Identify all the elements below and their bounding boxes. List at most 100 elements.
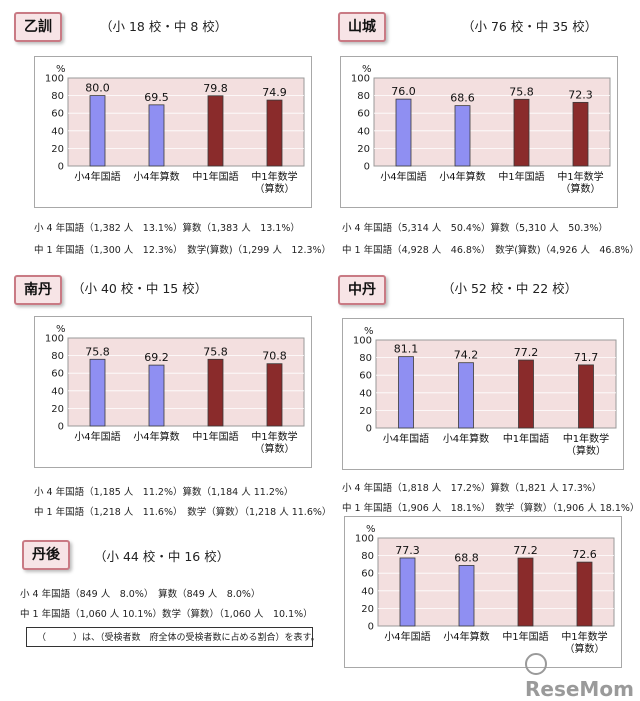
x-tick-label: 小4年国語 xyxy=(74,430,120,443)
x-tick-label: 中1年数学 xyxy=(251,430,297,443)
y-tick-label: 0 xyxy=(364,162,370,173)
data-label: 80.0 xyxy=(85,82,110,95)
bar xyxy=(578,364,594,429)
x-tick-label: 小4年国語 xyxy=(380,170,426,183)
bar xyxy=(266,363,283,427)
data-label: 69.5 xyxy=(144,91,169,104)
y-tick-label: 80 xyxy=(359,353,372,364)
y-tick-label: 60 xyxy=(359,371,372,382)
x-tick-label: 中1年国語 xyxy=(192,170,238,183)
y-tick-label: 40 xyxy=(359,388,372,399)
chart-tango: 0 20 40 60 80 100% 77.3 小4年国語 68.8 小4年算数 77.2 中1年国語… xyxy=(344,516,622,668)
data-label: 77.2 xyxy=(513,544,538,557)
bar xyxy=(517,557,534,627)
stat-elementary-tango: 小 4 年国語（849 人 8.0%） 算数（849 人 8.0%） xyxy=(20,589,261,600)
x-tick-label: 小4年算数 xyxy=(443,432,489,445)
data-label: 74.2 xyxy=(454,349,479,362)
x-tick-label: 小4年算数 xyxy=(133,430,179,443)
school-counts-yamashiro: （小 76 校・中 35 校） xyxy=(462,19,598,34)
region-badge-nantan: 南丹 xyxy=(14,275,62,305)
x-tick-label: 中1年国語 xyxy=(498,170,544,183)
bar xyxy=(572,101,589,167)
data-label: 72.6 xyxy=(572,548,597,561)
stat-elementary-yamashiro: 小 4 年国語（5,314 人 50.4%）算数（5,310 人 50.3%） xyxy=(342,223,608,234)
resemom-logo: ReseMom xyxy=(525,653,640,701)
y-tick-label: 80 xyxy=(51,351,64,362)
x-tick-label: 中1年数学 xyxy=(251,170,297,183)
y-tick-label: 0 xyxy=(366,424,372,435)
resemom-logo-icon xyxy=(525,653,547,675)
data-label: 74.9 xyxy=(262,86,287,99)
bar xyxy=(458,565,475,627)
stat-junior-yamashiro: 中 1 年国語（4,928 人 46.8%） 数学(算数)（4,926 人 46… xyxy=(342,245,640,256)
y-tick-label: 80 xyxy=(357,91,370,102)
legend-note: （ ）は、（受検者数 府全体の受検者数に占める割合）を表す。 xyxy=(26,627,320,647)
school-counts-tango: （小 44 校・中 16 校） xyxy=(94,549,230,564)
data-label: 69.2 xyxy=(144,351,169,364)
region-badge-chutan: 中丹 xyxy=(338,275,386,305)
y-tick-label: 100 xyxy=(45,74,64,85)
school-counts-otokuni: （小 18 校・中 8 校） xyxy=(100,19,228,34)
x-tick-label: 中1年数学 xyxy=(561,630,607,643)
y-tick-label: 40 xyxy=(357,126,370,137)
x-tick-label: 中1年数学 xyxy=(557,170,603,183)
bar xyxy=(148,104,165,167)
bar xyxy=(89,95,106,167)
y-tick-label: 0 xyxy=(368,622,374,633)
y-tick-label: 60 xyxy=(361,569,374,580)
y-tick-label: 40 xyxy=(361,586,374,597)
x-tick-label: 小4年算数 xyxy=(439,170,485,183)
bar xyxy=(518,359,534,429)
y-tick-label: 80 xyxy=(361,551,374,562)
chart-yamashiro: 0 20 40 60 80 100% 76.0 小4年国語 68.6 小4年算数 75.8 中1年国語… xyxy=(340,56,618,208)
y-tick-label: 20 xyxy=(357,144,370,155)
bar xyxy=(398,356,414,429)
bar xyxy=(89,358,106,427)
bar xyxy=(399,557,416,627)
stat-junior-tango: 中 1 年国語（1,060 人 10.1%）数学（算数）（1,060 人 10.… xyxy=(20,609,313,620)
data-label: 68.6 xyxy=(450,92,475,105)
y-tick-label: 100 xyxy=(351,74,370,85)
chart-chutan: 0 20 40 60 80 100% 81.1 小4年国語 74.2 小4年算数 77.2 中1年国語… xyxy=(342,318,624,470)
y-tick-label: 40 xyxy=(51,386,64,397)
data-label: 70.8 xyxy=(262,350,287,363)
school-counts-nantan: （小 40 校・中 15 校） xyxy=(72,281,208,296)
y-tick-label: 20 xyxy=(359,406,372,417)
data-label: 75.8 xyxy=(85,345,110,358)
bar xyxy=(458,362,474,429)
y-tick-label: 80 xyxy=(51,91,64,102)
plot-area xyxy=(67,77,305,167)
y-tick-label: 20 xyxy=(51,404,64,415)
chart-otokuni: 0 20 40 60 80 100% 80.0 小4年国語 69.5 小4年算数 79.8 中1年国語… xyxy=(34,56,312,208)
y-tick-label: 40 xyxy=(51,126,64,137)
y-tick-label: 20 xyxy=(361,604,374,615)
stat-junior-otokuni: 中 1 年国語（1,300 人 12.3%） 数学(算数)（1,299 人 12… xyxy=(34,245,332,256)
data-label: 79.8 xyxy=(203,82,228,95)
x-tick-label: （算数） xyxy=(565,642,605,655)
y-tick-label: 100 xyxy=(355,534,374,545)
bar xyxy=(266,99,283,167)
bar xyxy=(513,98,530,167)
bar xyxy=(148,364,165,427)
school-counts-chutan: （小 52 校・中 22 校） xyxy=(442,281,578,296)
data-label: 77.3 xyxy=(395,544,420,557)
x-tick-label: 中1年数学 xyxy=(563,432,609,445)
data-label: 72.3 xyxy=(568,88,593,101)
x-tick-label: 中1年国語 xyxy=(192,430,238,443)
x-tick-label: 小4年国語 xyxy=(74,170,120,183)
x-tick-label: 小4年国語 xyxy=(383,432,429,445)
plot-area xyxy=(373,77,611,167)
data-label: 77.2 xyxy=(514,346,539,359)
x-tick-label: （算数） xyxy=(561,182,601,195)
y-axis-unit: % xyxy=(364,326,374,337)
stat-junior-chutan: 中 1 年国語（1,906 人 18.1%） 数学（算数）（1,906 人 18… xyxy=(342,503,640,514)
stat-elementary-otokuni: 小 4 年国語（1,382 人 13.1%）算数（1,383 人 13.1%） xyxy=(34,223,300,234)
bar xyxy=(207,358,224,427)
y-axis-unit: % xyxy=(56,64,66,75)
x-tick-label: 小4年算数 xyxy=(443,630,489,643)
region-badge-yamashiro: 山城 xyxy=(338,12,386,42)
x-tick-label: 中1年国語 xyxy=(503,432,549,445)
x-tick-label: 小4年国語 xyxy=(384,630,430,643)
y-tick-label: 100 xyxy=(45,334,64,345)
y-tick-label: 0 xyxy=(58,422,64,433)
